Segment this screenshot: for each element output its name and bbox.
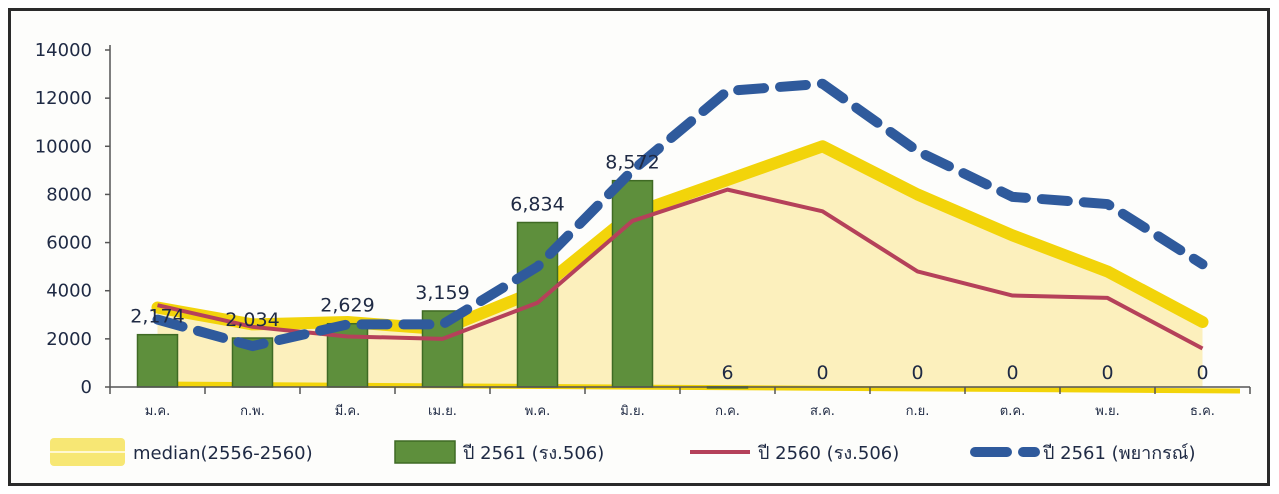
y-tick-label: 0 xyxy=(81,377,92,398)
legend-item: ปี 2561 (พยากรณ์) xyxy=(970,443,1196,464)
legend-label: ปี 2561 (พยากรณ์) xyxy=(1043,443,1196,464)
legend-label: ปี 2560 (รง.506) xyxy=(758,443,900,464)
x-tick-label: มี.ค. xyxy=(335,403,361,419)
bar-data-label: 0 xyxy=(1196,362,1208,384)
y-tick-label: 10000 xyxy=(35,136,92,157)
bar-data-label: 0 xyxy=(1006,362,1018,384)
line-forecast-2561 xyxy=(152,78,1208,352)
legend-item: ปี 2561 (รง.506) xyxy=(394,440,605,464)
bar-data-label: 8,572 xyxy=(605,152,659,174)
y-tick-label: 2000 xyxy=(46,329,92,350)
bar-data-label: 2,629 xyxy=(320,295,374,317)
bar-data-label: 0 xyxy=(1101,362,1113,384)
bar-data-label: 0 xyxy=(911,362,923,384)
legend-item: median(2556-2560) xyxy=(50,438,313,466)
bar-มิ.ย. xyxy=(611,179,654,388)
legend-label: median(2556-2560) xyxy=(133,443,313,464)
x-tick-label: พ.ค. xyxy=(525,404,551,419)
bar-data-label: 0 xyxy=(816,362,828,384)
bar-มี.ค. xyxy=(326,322,369,388)
legend-swatch-bar xyxy=(394,440,456,464)
legend-item: ปี 2560 (รง.506) xyxy=(690,443,899,464)
x-tick-label: ก.ค. xyxy=(715,404,740,419)
x-tick-label: ส.ค. xyxy=(810,404,835,419)
bar-data-label: 6 xyxy=(721,362,733,384)
y-tick-label: 8000 xyxy=(46,184,92,205)
y-tick-label: 6000 xyxy=(46,233,92,254)
y-tick-label: 12000 xyxy=(35,88,92,109)
bar-data-label: 2,034 xyxy=(225,309,279,331)
x-tick-label: เม.ย. xyxy=(428,404,457,419)
x-tick-label: พ.ย. xyxy=(1095,404,1119,419)
x-tick-label: ต.ค. xyxy=(1000,404,1025,419)
x-tick-label: ธ.ค. xyxy=(1190,404,1215,419)
y-tick-label: 4000 xyxy=(46,281,92,302)
median-area-fill xyxy=(157,146,1203,387)
bar-data-label: 2,174 xyxy=(130,306,184,328)
x-tick-label: ก.พ. xyxy=(240,404,265,419)
median-area-line xyxy=(151,140,1209,336)
line-2560 xyxy=(157,187,1204,351)
bar-ม.ค. xyxy=(136,333,179,388)
x-tick-label: มิ.ย. xyxy=(620,404,644,419)
legend-label: ปี 2561 (รง.506) xyxy=(463,443,605,464)
x-tick-label: ม.ค. xyxy=(145,404,171,419)
y-tick-label: 14000 xyxy=(35,40,92,61)
bar-data-label: 3,159 xyxy=(415,282,469,304)
bar-data-label: 6,834 xyxy=(510,193,564,215)
x-tick-label: ก.ย. xyxy=(906,404,930,419)
